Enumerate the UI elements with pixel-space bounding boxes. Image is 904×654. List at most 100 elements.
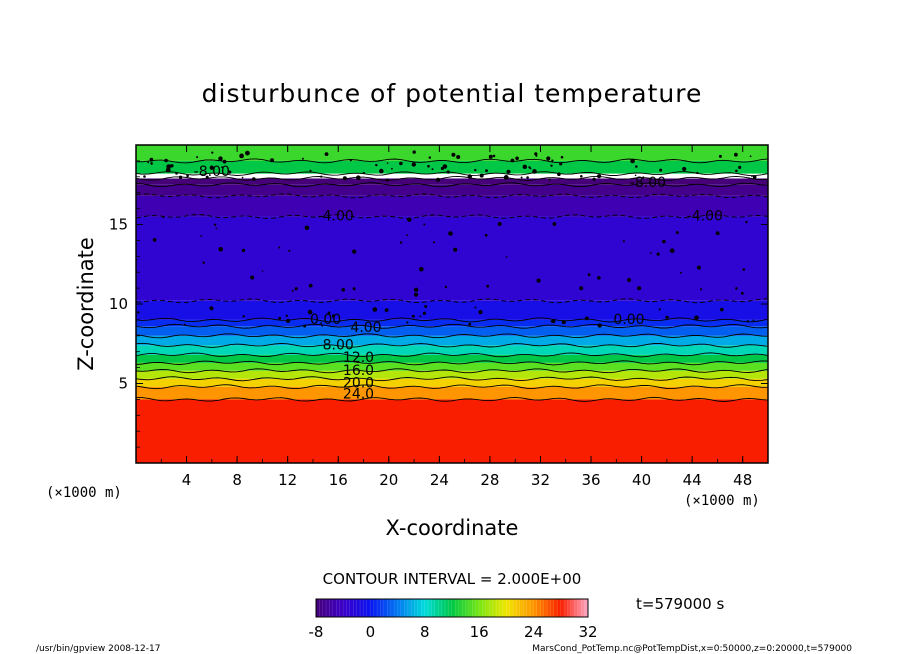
noise-dot xyxy=(456,155,461,159)
noise-dot xyxy=(505,256,508,258)
noise-dot xyxy=(587,273,591,277)
noise-dot xyxy=(183,323,186,326)
noise-dot xyxy=(665,315,669,319)
noise-dot xyxy=(342,176,347,181)
field-band-13 xyxy=(136,184,768,196)
colorbar-frame xyxy=(315,598,589,618)
noise-dot xyxy=(752,319,755,322)
colorbar-swatch xyxy=(414,599,419,617)
noise-dot xyxy=(557,172,561,176)
noise-dot xyxy=(423,223,426,226)
x-tick-label: 12 xyxy=(278,471,297,489)
colorbar-swatch xyxy=(441,599,446,617)
contour-line-15 xyxy=(136,175,768,181)
colorbar-tick-label: 16 xyxy=(470,623,489,641)
noise-dot xyxy=(427,164,430,168)
colorbar-swatch xyxy=(479,599,483,617)
contour-line-2 xyxy=(136,384,768,390)
noise-dot xyxy=(419,266,424,272)
y-tick-label: 5 xyxy=(118,375,128,393)
noise-dot xyxy=(419,315,422,318)
colorbar-swatch xyxy=(431,599,436,617)
noise-dot xyxy=(446,170,450,174)
time-label: t=579000 s xyxy=(636,595,724,613)
noise-dot xyxy=(551,159,554,162)
colorbar-swatch xyxy=(350,599,354,617)
noise-dot xyxy=(492,154,496,158)
colorbar-swatch xyxy=(411,599,415,617)
noise-dot xyxy=(424,305,428,308)
field-band-9 xyxy=(136,319,768,327)
noise-dot xyxy=(375,163,378,167)
colorbar-swatch xyxy=(571,599,575,617)
x-axis-title: X-coordinate xyxy=(386,516,519,540)
noise-dot xyxy=(659,168,663,172)
contour-line-3 xyxy=(136,376,768,382)
noise-dot xyxy=(485,169,488,173)
colorbar-swatch xyxy=(557,599,562,617)
colorbar-swatch xyxy=(455,599,460,617)
noise-dot xyxy=(352,287,356,291)
noise-dot xyxy=(399,241,403,244)
noise-dot xyxy=(474,306,477,309)
noise-dot xyxy=(506,169,511,174)
noise-dot xyxy=(202,261,205,264)
noise-dot xyxy=(548,178,551,181)
colorbar-swatch xyxy=(489,599,494,617)
colorbar-swatch xyxy=(421,599,426,617)
colorbar-swatch xyxy=(533,599,538,617)
contour-label: -8.00 xyxy=(630,175,666,191)
colorbar-swatch xyxy=(438,599,443,617)
colorbar-tick-label: 32 xyxy=(578,623,597,641)
noise-dot xyxy=(352,249,357,254)
colorbar-swatch xyxy=(482,599,487,617)
noise-dot xyxy=(209,306,214,311)
noise-dot xyxy=(308,283,313,288)
noise-dot xyxy=(520,176,523,179)
colorbar-swatch xyxy=(496,599,500,617)
colorbar-swatch xyxy=(401,599,405,617)
colorbar-swatch xyxy=(452,599,456,617)
noise-dot xyxy=(162,216,165,219)
contour-label: -8.00 xyxy=(194,164,230,180)
colorbar-swatch xyxy=(397,599,402,617)
x-tick-label: 44 xyxy=(683,471,702,489)
noise-dot xyxy=(579,286,584,291)
noise-dot xyxy=(432,241,435,244)
noise-dot xyxy=(304,225,310,231)
noise-dot xyxy=(738,165,742,169)
noise-dot xyxy=(200,235,203,237)
noise-dot xyxy=(468,322,472,326)
footer-left: /usr/bin/gpview 2008-12-17 xyxy=(36,644,160,654)
noise-dot xyxy=(218,156,223,161)
noise-dot xyxy=(301,157,304,160)
contour-label: -4.00 xyxy=(687,209,723,225)
field-band-2 xyxy=(136,378,768,387)
colorbar-swatch xyxy=(329,599,334,617)
field-band-15 xyxy=(136,173,768,179)
contour-label: 0.00 xyxy=(613,312,644,328)
contour-line-7 xyxy=(136,342,768,348)
colorbar-swatch xyxy=(387,599,392,617)
field-band-12 xyxy=(136,195,768,217)
contour-line-9 xyxy=(136,323,768,329)
noise-dot xyxy=(379,168,384,174)
noise-dot xyxy=(584,316,589,321)
noise-dot xyxy=(550,164,553,167)
noise-dot xyxy=(149,157,154,162)
noise-dot xyxy=(303,324,306,328)
noise-dot xyxy=(278,246,281,249)
field-band-4 xyxy=(136,362,768,371)
noise-dot xyxy=(696,265,701,270)
noise-dot xyxy=(746,320,750,323)
colorbar-swatch xyxy=(516,599,521,617)
contour-line-17 xyxy=(136,158,768,164)
contour-line-1 xyxy=(136,396,768,402)
noise-dot xyxy=(451,152,456,157)
colorbar-swatch xyxy=(322,599,327,617)
colorbar-swatch xyxy=(448,599,453,617)
noise-dot xyxy=(391,167,393,170)
colorbar-swatch xyxy=(581,599,585,617)
contour-label: 16.0 xyxy=(343,363,374,379)
noise-dot xyxy=(528,166,531,169)
